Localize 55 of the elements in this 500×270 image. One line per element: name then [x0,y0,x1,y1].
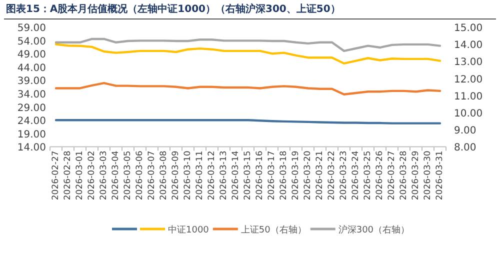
y-tick-label: 24.00 [17,116,46,128]
y2-tick-label: 13.00 [454,57,483,68]
chart-title: 图表15：A股本月估值概况（左轴中证1000）（右轴沪深300、上证50） [6,3,340,15]
y2-tick-label: 12.00 [454,74,483,86]
y-tick-label: 39.00 [17,76,46,88]
y2-tick-label: 9.00 [454,126,476,137]
y-tick-label: 59.00 [17,23,46,34]
x-tick-label: 2026-03-05 [123,150,133,200]
y-tick-label: 49.00 [17,50,46,61]
x-tick-label: 2026-03-27 [387,150,397,200]
x-tick-label: 2026-03-30 [423,150,433,200]
y-tick-label: 14.00 [17,142,46,154]
x-tick-label: 2026-03-07 [147,150,157,200]
x-tick-label: 2026-03-28 [399,150,409,200]
x-tick-label: 2026-03-01 [75,150,85,200]
x-tick-label: 2026-03-17 [267,150,277,200]
x-tick-label: 2026-03-04 [111,150,121,200]
legend-label: 沪深300（右轴） [338,224,410,236]
y-tick-label: 44.00 [17,62,46,74]
x-tick-label: 2026-03-21 [315,150,325,200]
legend-label: 中证1000 [168,224,210,236]
x-tick-label: 2026-03-13 [219,150,229,200]
y2-tick-label: 10.00 [454,108,483,120]
x-tick-label: 2026-03-10 [183,150,193,200]
y2-tick-label: 14.00 [454,40,483,52]
x-tick-label: 2026-03-25 [363,150,373,200]
legend-label: 上证50（右轴） [240,224,306,236]
x-tick-label: 2026-03-22 [327,150,337,200]
x-tick-label: 2026-03-23 [339,150,349,200]
x-tick-label: 2026-03-19 [291,150,301,200]
x-tick-label: 2026-03-31 [435,150,445,200]
x-tick-label: 2026-02-28 [63,150,73,200]
x-tick-label: 2026-03-18 [279,150,289,200]
x-tick-label: 2026-03-24 [351,150,361,200]
y-tick-label: 19.00 [17,129,46,140]
x-tick-label: 2026-03-16 [255,150,265,200]
x-tick-label: 2026-03-26 [375,150,385,200]
y-tick-label: 29.00 [17,102,46,114]
x-tick-label: 2026-03-14 [231,150,241,200]
x-tick-label: 2026-03-15 [243,150,253,200]
x-tick-label: 2026-03-08 [159,150,169,200]
x-tick-label: 2026-03-12 [207,150,217,200]
x-tick-label: 2026-03-29 [411,150,421,200]
x-tick-label: 2026-03-03 [99,150,109,200]
y2-tick-label: 11.00 [454,91,483,102]
x-tick-label: 2026-03-09 [171,150,181,200]
x-tick-label: 2026-03-06 [135,150,145,200]
y-tick-label: 34.00 [17,90,46,100]
x-tick-label: 2026-03-20 [303,150,313,200]
y2-tick-label: 8.00 [454,142,476,154]
y2-tick-label: 15.00 [454,23,483,34]
y-tick-label: 54.00 [17,36,46,48]
x-tick-label: 2026-03-02 [87,150,97,200]
x-tick-label: 2026-03-11 [195,150,205,200]
x-tick-label: 2026-02-27 [51,150,61,200]
